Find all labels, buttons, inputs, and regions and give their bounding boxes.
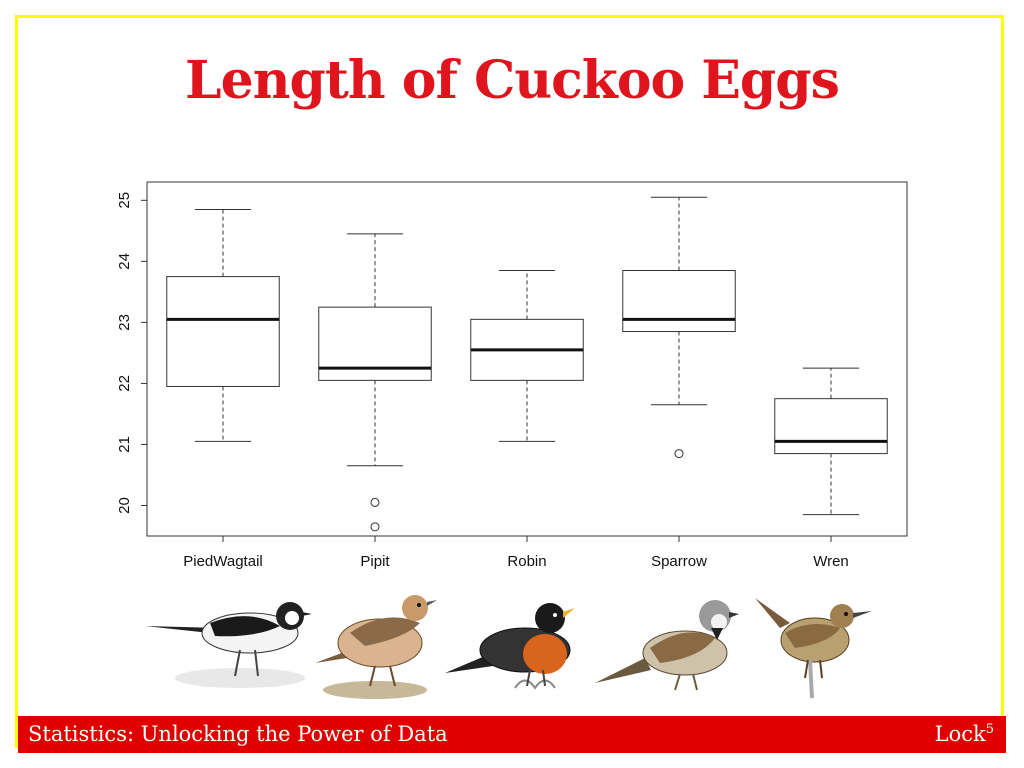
box-piedwagtail [166, 208, 280, 442]
box-sparrow [622, 196, 736, 459]
boxplot-chart: 20 21 22 23 24 25 PiedWagtail Pipit Robin Sparro… [116, 181, 908, 570]
y-axis: 20 21 22 23 24 25 [116, 192, 147, 514]
outlier-point [370, 522, 380, 532]
slide-title: Length of Cuckoo Eggs [185, 50, 840, 111]
outlier-point [370, 497, 380, 507]
box-robin [470, 270, 584, 442]
robin-illustration [445, 603, 575, 690]
y-tick-label: 23 [116, 314, 133, 331]
bird-illustrations [145, 595, 872, 699]
y-tick-label: 24 [116, 253, 133, 270]
y-tick-label: 22 [116, 375, 133, 392]
x-tick-label: Sparrow [651, 553, 707, 570]
footer-author-name: Lock [934, 722, 986, 746]
x-tick-label: PiedWagtail [183, 553, 262, 570]
outlier-point [674, 449, 684, 459]
slide-footer: Statistics: Unlocking the Power of Data … [18, 716, 1006, 753]
footer-author-superscript: 5 [985, 722, 994, 737]
boxes-group [166, 196, 888, 532]
x-tick-label: Robin [507, 553, 546, 570]
y-tick-label: 21 [116, 436, 133, 453]
box-wren [774, 367, 888, 516]
wren-illustration [755, 598, 872, 699]
iqr-box [774, 398, 888, 455]
x-tick-label: Pipit [360, 553, 390, 570]
footer-author: Lock5 [935, 722, 994, 746]
box-pipit [318, 233, 432, 532]
pipit-illustration [315, 595, 437, 699]
pied-wagtail-illustration [145, 602, 312, 688]
sparrow-illustration [595, 600, 739, 691]
footer-course-title: Statistics: Unlocking the Power of Data [28, 722, 448, 746]
x-axis: PiedWagtail Pipit Robin Sparrow Wren [183, 536, 849, 570]
y-tick-label: 25 [116, 192, 133, 209]
x-tick-label: Wren [813, 553, 849, 570]
iqr-box [622, 270, 736, 333]
y-tick-label: 20 [116, 497, 133, 514]
iqr-box [166, 276, 280, 387]
